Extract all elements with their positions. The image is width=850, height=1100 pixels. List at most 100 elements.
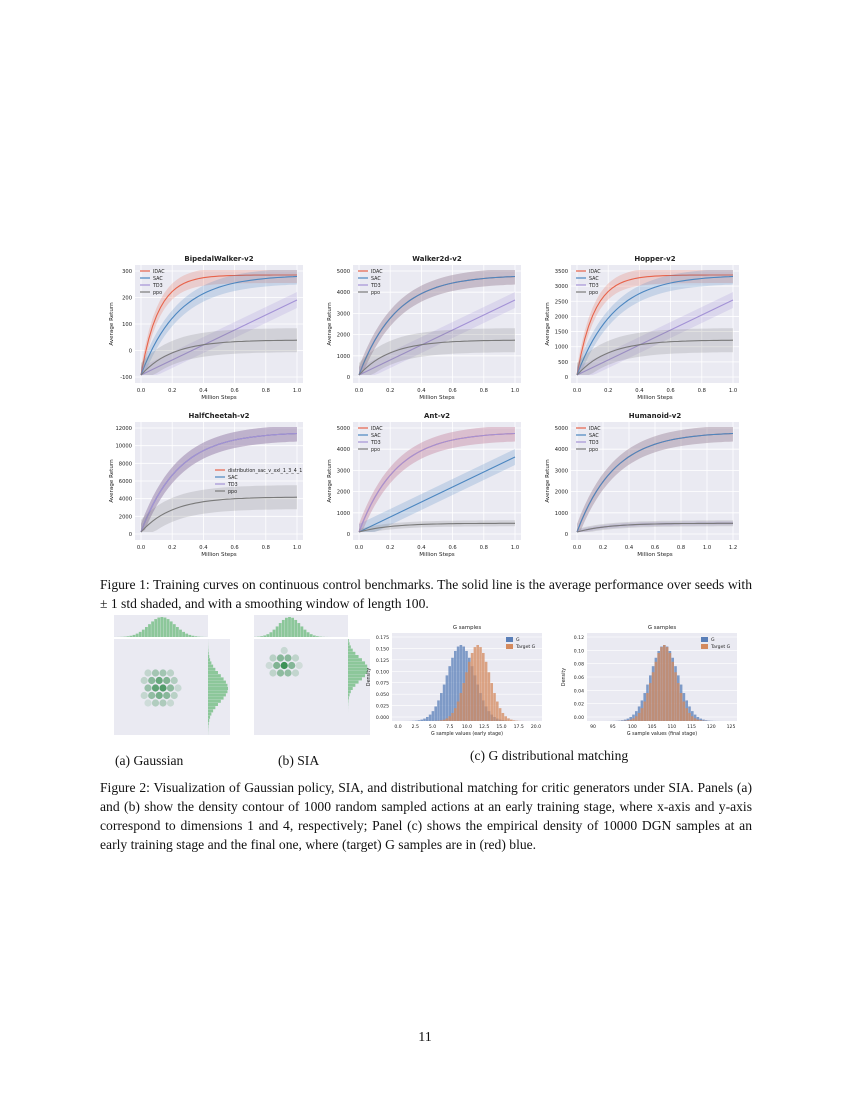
x-axis-label: Million Steps	[637, 552, 673, 558]
legend-entry: ppo	[371, 291, 380, 296]
hist-bar-target	[629, 719, 632, 721]
legend-entry: ppo	[589, 448, 598, 453]
x-tick-label: 0.2	[168, 545, 176, 551]
y-tick-label: 3500	[555, 269, 568, 275]
hist-bar-target	[663, 645, 666, 721]
marginal-top-bar	[275, 626, 279, 637]
marginal-right-bar	[348, 693, 350, 697]
y-axis-label: Density	[366, 668, 372, 686]
x-tick-label: 1.0	[293, 388, 301, 394]
series-band-IDAC	[577, 427, 733, 532]
marginal-top-bar	[135, 633, 139, 637]
y-tick-label: 4000	[337, 290, 350, 296]
marginal-right-bar	[348, 645, 351, 649]
hexbin-cell	[284, 654, 292, 662]
marginal-top-bar	[269, 632, 273, 637]
chart-title: Humanoid-v2	[629, 412, 682, 420]
hist-bar-target	[632, 718, 635, 721]
hexbin-cell	[148, 691, 156, 700]
y-tick-label: 0.10	[574, 648, 584, 654]
hexbin-cell	[159, 669, 167, 677]
marginal-top-bar	[141, 629, 145, 637]
marginal-right-bar	[208, 683, 228, 687]
hist-bar-target	[462, 683, 465, 721]
legend-entry: Target G	[710, 644, 731, 650]
marginal-top-bar	[194, 636, 198, 637]
x-tick-label: 17.5	[514, 724, 524, 730]
subfigure-a-label: (a) Gaussian	[115, 753, 184, 768]
y-tick-label: 3000	[337, 311, 350, 317]
series-band-ppo	[359, 328, 515, 375]
hist-bar-target	[657, 652, 660, 721]
plot-background	[353, 265, 521, 383]
x-tick-label: 0.0	[573, 545, 581, 551]
hexbin-cell	[276, 669, 285, 677]
marginal-right-bar	[208, 687, 228, 690]
hexbin-cell	[140, 676, 148, 685]
marginal-top-bar	[172, 624, 176, 637]
hexbin-cell	[288, 661, 296, 670]
marginal-right-bar	[348, 696, 349, 700]
hexbin-cell	[144, 699, 152, 707]
subfigure-b-label: (b) SIA	[278, 753, 320, 768]
hist-bar-g	[420, 719, 423, 721]
marginal-right-bar	[348, 674, 366, 678]
hist-bar-target	[498, 708, 502, 721]
y-tick-label: 0	[565, 532, 568, 538]
legend-entry: IDAC	[589, 269, 601, 275]
hist-bar-target	[448, 716, 451, 721]
chart-panel-Hopper-v2: 3500 3000 2500 2000 1500 1000 500 0 0.0 0.2 0.4 0.6…	[545, 255, 739, 401]
legend-swatch	[701, 644, 708, 649]
y-axis-label: Average Return	[545, 459, 551, 503]
hist-bar-target	[473, 647, 477, 721]
y-tick-label: 0	[129, 532, 132, 538]
x-axis-label: Million Steps	[419, 552, 455, 558]
y-tick-label: -100	[120, 375, 132, 381]
series-line-ppo	[576, 339, 734, 376]
hist-bar-target	[490, 683, 493, 721]
marginal-right-bar	[208, 671, 218, 674]
y-tick-label: 0.150	[376, 646, 389, 652]
marginal-top-bar	[278, 623, 282, 637]
x-tick-label: 0.0	[355, 388, 363, 394]
marginal-right-bar	[348, 690, 351, 694]
hexbin-cell	[155, 676, 163, 685]
series-line-SAC	[358, 456, 516, 533]
y-tick-label: 100	[122, 322, 132, 328]
y-tick-label: 0.050	[376, 692, 389, 698]
legend-entry: ppo	[589, 291, 598, 296]
x-tick-label: 0.4	[635, 388, 644, 394]
hexbin-cell	[155, 691, 163, 700]
y-tick-label: 8000	[119, 461, 132, 467]
hist-bar-target	[699, 720, 702, 721]
legend-swatch	[506, 644, 513, 649]
x-tick-label: 0.0	[394, 724, 401, 730]
chart-title: BipedalWalker-v2	[184, 255, 253, 263]
hexbin-cell	[166, 684, 175, 692]
marginal-right-bar	[208, 722, 209, 726]
x-tick-label: 0.2	[604, 388, 612, 394]
y-tick-label: 0	[347, 532, 350, 538]
marginal-right-bar	[348, 687, 353, 690]
x-tick-label: 10.0	[462, 724, 472, 730]
x-tick-label: 0.6	[230, 388, 238, 394]
y-tick-label: 3000	[555, 468, 568, 474]
marginal-right-bar	[208, 706, 216, 710]
legend-entry: TD3	[588, 440, 599, 446]
series-band-TD3	[141, 292, 297, 375]
hist-bar-target	[451, 712, 454, 721]
legend-entry: ppo	[371, 448, 380, 453]
x-tick-label: 110	[667, 724, 676, 730]
series-band-distribution_sac_v_xxl_1_3_4_1	[141, 427, 297, 532]
x-tick-label: 0.2	[599, 545, 607, 551]
hist-bar-target	[688, 712, 691, 721]
marginal-top-bar	[303, 629, 307, 637]
marginal-right-bar	[208, 709, 214, 713]
series-band-SAC	[577, 427, 733, 532]
hist-bar-g	[702, 719, 705, 721]
hist-bar-target	[679, 693, 683, 721]
y-axis-label: Average Return	[327, 459, 333, 503]
series-line-ppo	[358, 339, 516, 376]
x-tick-label: 90	[590, 724, 596, 730]
marginal-top-bar	[272, 629, 276, 637]
